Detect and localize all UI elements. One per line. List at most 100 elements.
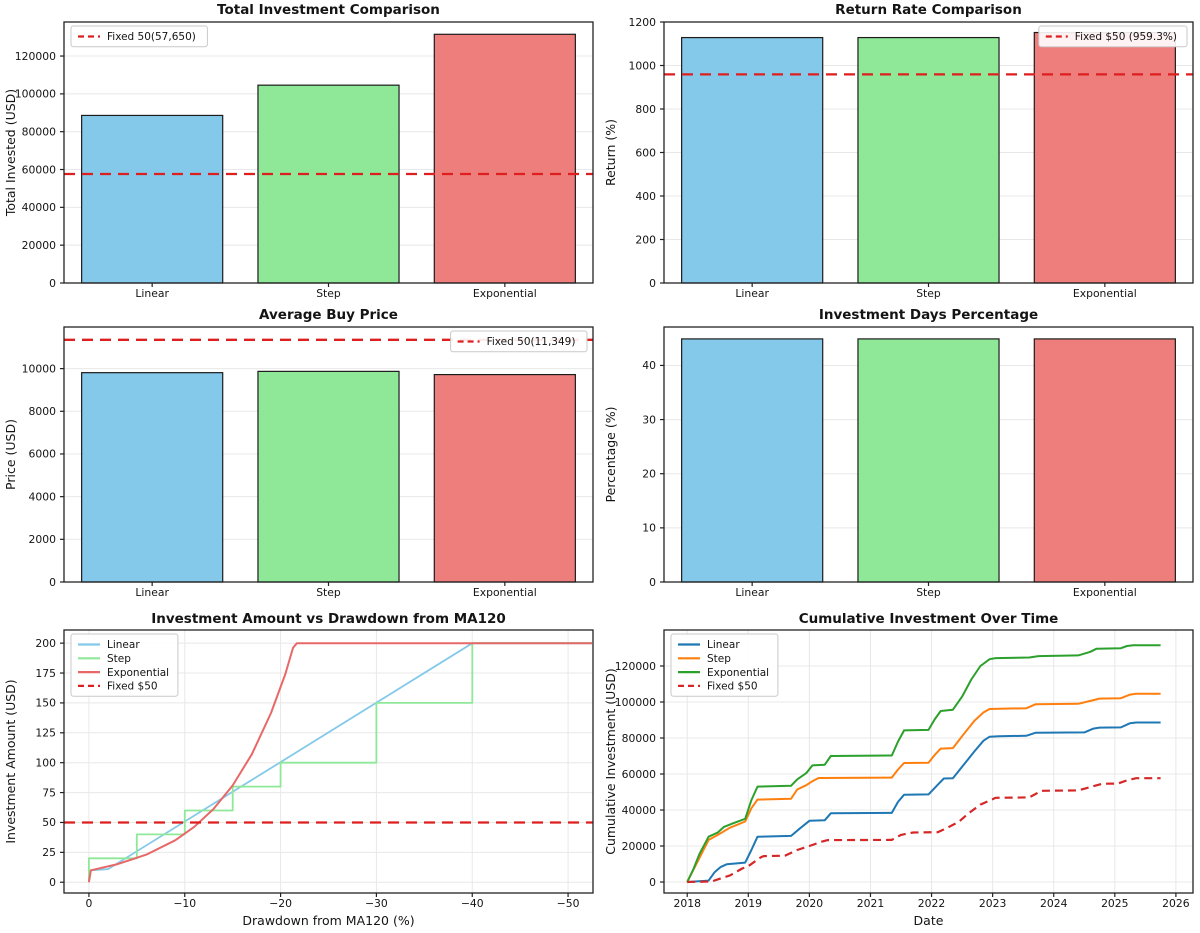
- y-axis-label: Investment Amount (USD): [3, 679, 18, 843]
- x-tick-label: Step: [916, 586, 941, 599]
- subplot-total-investment-comparison: 0 20000 40000 60000 80000 100000 120000 Linear S…: [0, 0, 600, 305]
- y-tick-label: 2000: [29, 533, 57, 546]
- x-tick-label: 2019: [735, 897, 763, 910]
- axes-spines: [663, 629, 1194, 894]
- chart-title: Return Rate Comparison: [835, 2, 1022, 18]
- subplot-investment-vs-drawdown: 0 25 50 75 100 125 150 175 200 0 −10 −20 −30 −40 −50 In…: [0, 610, 600, 933]
- y-tick-label: 120000: [615, 660, 656, 673]
- legend-label-fixed-50: Fixed $50: [707, 681, 758, 693]
- y-tick-label: 100000: [615, 696, 656, 709]
- legend-label-exponential: Exponential: [107, 667, 169, 679]
- y-axis-label: Return (%): [603, 119, 618, 186]
- y-tick-label: 120000: [15, 50, 56, 63]
- x-tick-label: −20: [269, 897, 292, 910]
- bar-linear: [81, 372, 224, 583]
- y-tick-label: 1000: [629, 59, 657, 72]
- x-tick-label: 2026: [1162, 897, 1190, 910]
- y-tick-label: 100000: [15, 88, 56, 101]
- bar-step: [257, 84, 400, 284]
- chart-title: Average Buy Price: [259, 307, 398, 323]
- y-tick-label: 30: [642, 413, 656, 426]
- legend-box: [670, 633, 779, 697]
- bar-step: [857, 36, 1000, 284]
- subplot-return-rate-comparison: 0 200 400 600 800 1000 1200 Linear Step Exponenti…: [600, 0, 1200, 305]
- y-tick-label: 20: [642, 467, 656, 480]
- x-axis-label: Drawdown from MA120 (%): [242, 913, 414, 928]
- x-tick-label: 2020: [796, 897, 824, 910]
- y-tick-label: 125: [35, 727, 56, 740]
- x-tick-label: −10: [173, 897, 196, 910]
- chart-canvas-total-investment-comparison: 0 20000 40000 60000 80000 100000 120000 Linear S…: [3, 2, 594, 300]
- legend-box: [450, 330, 588, 353]
- x-tick-label: Exponential: [473, 287, 537, 300]
- chart-title: Cumulative Investment Over Time: [799, 611, 1059, 627]
- x-tick-label: Step: [916, 287, 941, 300]
- x-tick-label: Exponential: [1073, 287, 1137, 300]
- subplot-average-buy-price: 0 2000 4000 6000 8000 10000 Linear Step Exponent…: [0, 305, 600, 610]
- y-tick-label: 100: [35, 756, 56, 769]
- legend-label-fixed-50-959-3: Fixed $50 (959.3%): [1075, 31, 1177, 43]
- bar-step: [257, 370, 400, 583]
- y-tick-label: 25: [42, 846, 56, 859]
- y-tick-label: 175: [35, 667, 56, 680]
- y-tick-label: 50: [42, 816, 56, 829]
- x-tick-label: Exponential: [1073, 586, 1137, 599]
- y-tick-label: 60000: [22, 163, 56, 176]
- legend-box: [70, 633, 179, 697]
- chart-title: Total Investment Comparison: [217, 2, 440, 18]
- bar-linear: [681, 36, 824, 284]
- subplot-investment-days-percentage: 0 10 20 30 40 Linear Step Exponential Investment…: [600, 305, 1200, 610]
- bar-linear: [81, 114, 224, 284]
- legend-box: [1038, 25, 1188, 48]
- y-tick-label: 10: [642, 522, 656, 535]
- x-tick-label: 2024: [1040, 897, 1068, 910]
- x-tick-label: −30: [365, 897, 388, 910]
- x-tick-label: 0: [85, 897, 92, 910]
- x-axis-label: Date: [914, 913, 944, 928]
- legend-label-step: Step: [707, 653, 731, 665]
- legend: Fixed 50(57,650): [70, 25, 208, 48]
- legend: Fixed 50(11,349): [450, 330, 588, 353]
- y-tick-label: 0: [49, 576, 56, 589]
- x-tick-label: Exponential: [473, 586, 537, 599]
- x-tick-label: Step: [316, 287, 341, 300]
- chart-title: Investment Amount vs Drawdown from MA120: [151, 611, 506, 627]
- bar-exponential: [433, 33, 576, 284]
- x-tick-label: −50: [557, 897, 580, 910]
- series-step: [686, 692, 1161, 883]
- legend-label-exponential: Exponential: [707, 667, 769, 679]
- y-axis-label: Total Invested (USD): [3, 89, 18, 217]
- chart-canvas-return-rate-comparison: 0 200 400 600 800 1000 1200 Linear Step Exponenti…: [603, 2, 1194, 300]
- chart-canvas-average-buy-price: 0 2000 4000 6000 8000 10000 Linear Step Exponent…: [3, 307, 594, 599]
- y-tick-label: 0: [649, 876, 656, 889]
- y-tick-label: 60000: [622, 768, 656, 781]
- chart-canvas-investment-amount-vs-drawdown-from-ma120: 0 25 50 75 100 125 150 175 200 0 −10 −20 −30 −40 −50 In…: [3, 611, 594, 928]
- y-tick-label: 8000: [29, 405, 57, 418]
- y-tick-label: 10000: [22, 362, 56, 375]
- bar-exponential: [1033, 338, 1176, 583]
- y-axis-label: Cumulative Investment (USD): [603, 668, 618, 855]
- y-tick-label: 20000: [22, 239, 56, 252]
- y-tick-label: 40: [642, 359, 656, 372]
- chart-title: Investment Days Percentage: [819, 307, 1038, 323]
- legend-label-fixed-50-57-650: Fixed 50(57,650): [107, 31, 196, 43]
- y-axis-label: Price (USD): [3, 419, 18, 490]
- legend-box: [70, 25, 208, 48]
- y-tick-label: 4000: [29, 490, 57, 503]
- legend: Linear Step Exponential Fixed $50: [70, 633, 179, 697]
- x-tick-label: Linear: [135, 586, 169, 599]
- legend-label-step: Step: [107, 653, 131, 665]
- y-tick-label: 150: [35, 697, 56, 710]
- y-tick-label: 75: [42, 786, 56, 799]
- series-linear: [687, 721, 1161, 883]
- y-tick-label: 20000: [622, 840, 656, 853]
- x-tick-label: Step: [316, 586, 341, 599]
- legend: Linear Step Exponential Fixed $50: [670, 633, 779, 697]
- legend: Fixed $50 (959.3%): [1038, 25, 1188, 48]
- series-exponential: [87, 642, 592, 883]
- y-tick-label: 800: [635, 103, 656, 116]
- y-tick-label: 80000: [622, 732, 656, 745]
- subplot-cumulative-investment: 0 20000 40000 60000 80000 100000 120000 2018 201…: [600, 610, 1200, 933]
- chart-canvas-investment-days-percentage: 0 10 20 30 40 Linear Step Exponential Investment…: [603, 307, 1194, 599]
